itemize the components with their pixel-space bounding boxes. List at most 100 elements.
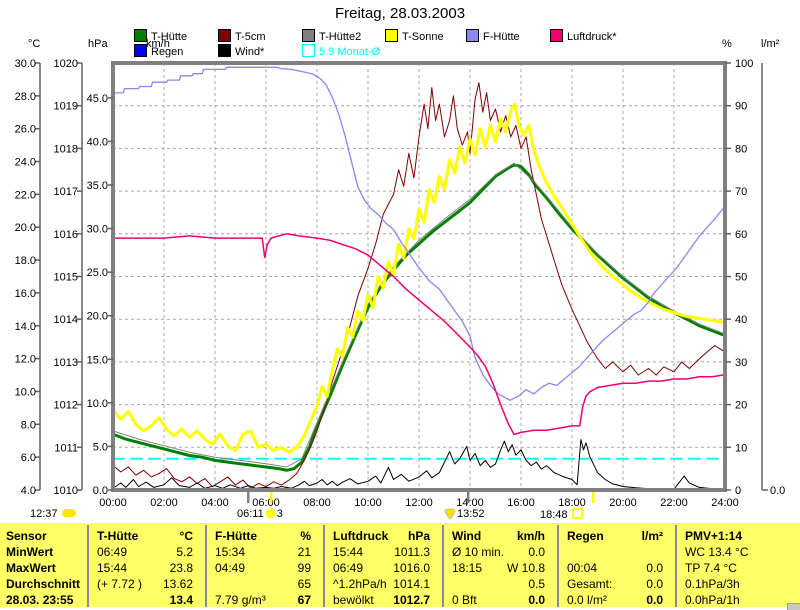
axis-tick-label: 1010 [54,485,78,497]
axis-tick-label: 5.0 [93,441,108,453]
legend-swatch-icon [302,44,315,57]
axis-tick-label: 25.0 [87,267,108,279]
marker-wind-event-time: 13:52 [457,508,485,520]
axis-tick-label: 30.0 [87,224,108,236]
legend-item-regen[interactable]: Regen [134,44,183,58]
legend-item-5-9-monat-[interactable]: 5.9 Monat-Ø [302,44,381,58]
gridlines [113,63,725,490]
table-value-text: 0.0 l/m² [567,593,608,607]
legend-item-wind-[interactable]: Wind* [218,44,264,58]
axis-tick-label: 1020 [54,58,78,70]
axis-tick-label: 20.0 [15,222,36,234]
axis-tick-label: 22:00 [660,497,688,509]
legend-label: F-Hütte [483,31,520,43]
table-column-separator [442,525,444,608]
legend-item-luftdruck-[interactable]: Luftdruck* [550,29,617,43]
resize-grip[interactable] [787,603,800,610]
sunset-square-icon [571,508,583,519]
sun-event-tick [467,492,470,503]
table-header-unit: l/m² [641,529,663,543]
legend-swatch-icon [218,29,231,42]
axis-tick-label: 6.0 [21,452,36,464]
axis-tick-label: 10.0 [15,386,36,398]
legend-item-f-h-tte[interactable]: F-Hütte [466,29,520,43]
marker-wind-event: 13:52 [445,508,485,520]
axis-tick-label: 1014 [54,314,78,326]
legend-item-t-5cm[interactable]: T-5cm [218,29,266,43]
legend-swatch-icon [134,44,147,57]
axis-tick-label: 28.0 [15,91,36,103]
series-t-sonne [115,102,723,454]
table-header-unit: km/h [516,529,545,543]
table-value: 65 [297,577,311,591]
table-value-text: 0 Bft [452,593,477,607]
table-header-unit: °C [179,529,193,543]
axis-tick-label: 12:00 [405,497,433,509]
sun-icon [265,509,275,518]
axis-tick-label: 26.0 [15,124,36,136]
unit-label-kmh: km/h [146,38,170,50]
axis-tick-label: 14.0 [15,321,36,333]
arrow-down-icon [445,510,455,519]
table-header: PMV+1:14 [685,529,743,543]
marker-sunset-time: 18:48 [540,509,568,521]
axis-tick-label: 80 [735,143,747,155]
legend-swatch-icon [385,29,398,42]
marker-sunrise: 06:11 3 [237,508,283,520]
table-value-text: Gesamt: [567,577,613,591]
table-value-text: WC 13.4 °C [685,545,749,559]
table-value: 0.0 [528,593,545,607]
table-value: 1014.1 [393,577,430,591]
legend-swatch-icon [302,29,315,42]
axis-tick-label: 22.0 [15,189,36,201]
legend-label: T-Hütte [151,31,188,43]
table-value-text: Ø 10 min. [452,545,505,559]
axis-tick-label: 1012 [54,400,78,412]
marker-noon: 12:37 [30,508,76,520]
table-header-unit: hPa [407,529,430,543]
legend-label: 5.9 Monat-Ø [319,46,381,58]
table-row-label: Sensor [6,529,47,543]
axis-tick-label: 20:00 [609,497,637,509]
axis-tick-label: 40.0 [87,136,108,148]
table-value-text: 15:34 [215,545,246,559]
table-value-text: 15:44 [97,561,128,575]
axis-tick-label: 70 [735,186,747,198]
table-value: 0.5 [528,577,545,591]
sun-event-tick [592,492,595,503]
axis-tick-label: 50 [735,272,747,284]
table-value-text: 18:15 [452,561,483,575]
axis-tick-label: 45.0 [87,93,108,105]
axis-tick-label: 16.0 [15,288,36,300]
axis-tick-label: 100 [735,58,753,70]
table-value: 21 [297,545,311,559]
axis-tick-label: 04:00 [201,497,229,509]
table-row-label: MinWert [6,545,54,559]
table-value-text: 00:04 [567,561,598,575]
table-column-separator [323,525,325,608]
legend-item-t-h-tte[interactable]: T-Hütte [134,29,188,43]
axis-tick-label: 1011 [54,442,78,454]
axes [35,62,768,491]
window-bottom-edge [0,607,800,610]
legend-item-t-h-tte2[interactable]: T-Hütte2 [302,29,361,43]
unit-label-percent: % [722,38,732,50]
legend-item-t-sonne[interactable]: T-Sonne [385,29,444,43]
table-header: Regen [567,529,604,543]
unit-label-celsius: °C [28,38,41,50]
table-value-text: 04:49 [215,561,246,575]
axis-tick-label: 1017 [54,186,78,198]
table-header: F-Hütte [215,529,257,543]
axis-tick-label: 1016 [54,229,78,241]
axis-tick-label: 40 [735,314,747,326]
axis-tick-label: 00:00 [99,497,127,509]
axis-tick-label: 30 [735,357,747,369]
legend-swatch-icon [134,29,147,42]
axis-tick-label: 30.0 [15,58,36,70]
table-value: 5.2 [176,545,193,559]
axis-tick-label: 0.0 [770,485,785,497]
table-value-text: 06:49 [333,561,364,575]
page-title: Freitag, 28.03.2003 [334,5,466,22]
axis-tick-label: 12.0 [15,354,36,366]
